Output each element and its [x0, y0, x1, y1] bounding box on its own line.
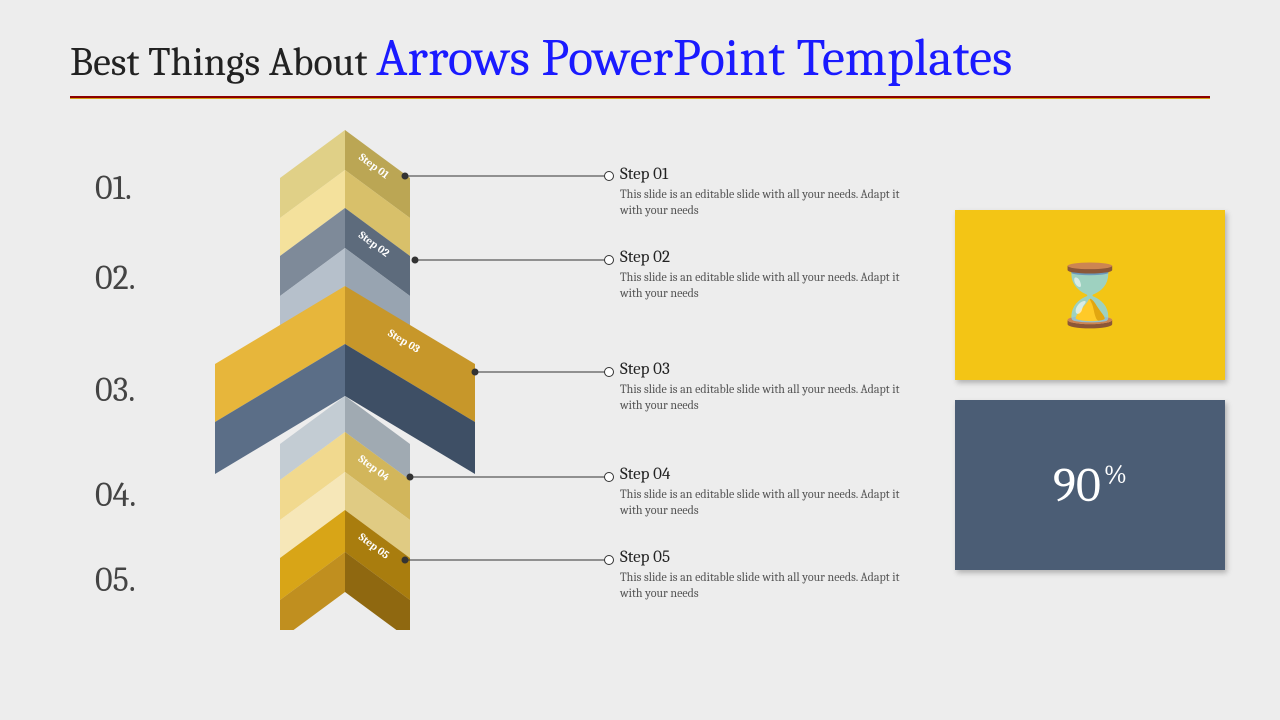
step-number-4: 04.	[95, 475, 136, 515]
step-number-1: 01.	[95, 168, 132, 208]
step-desc: This slide is an editable slide with all…	[620, 269, 900, 301]
pct-suffix: %	[1104, 460, 1127, 490]
step-title: Step 02	[620, 248, 900, 267]
hourglass-icon: ⌛	[1053, 260, 1128, 331]
step-desc: This slide is an editable slide with all…	[620, 569, 900, 601]
step-block-1: Step 01 This slide is an editable slide w…	[620, 165, 900, 218]
step-title: Step 01	[620, 165, 900, 184]
step-number-3: 03.	[95, 370, 135, 410]
pct-number: 90	[1053, 458, 1101, 513]
step-title: Step 05	[620, 548, 900, 567]
chevron-arrow-svg	[215, 130, 475, 630]
title-emphasis: Arrows PowerPoint Templates	[376, 28, 1012, 88]
step-title: Step 03	[620, 360, 900, 379]
step-block-3: Step 03 This slide is an editable slide w…	[620, 360, 900, 413]
step-desc: This slide is an editable slide with all…	[620, 486, 900, 518]
chevron-arrow-stack: Step 01Step 02Step 03Step 04Step 05	[215, 130, 475, 610]
step-number-2: 02.	[95, 258, 136, 298]
step-block-5: Step 05 This slide is an editable slide w…	[620, 548, 900, 601]
percentage-value: 90%	[1053, 458, 1127, 513]
step-block-2: Step 02 This slide is an editable slide w…	[620, 248, 900, 301]
step-desc: This slide is an editable slide with all…	[620, 381, 900, 413]
step-number-5: 05.	[95, 560, 136, 600]
card-percentage: 90%	[955, 400, 1225, 570]
title-prefix: Best Things About	[70, 39, 376, 85]
card-hourglass: ⌛	[955, 210, 1225, 380]
step-desc: This slide is an editable slide with all…	[620, 186, 900, 218]
slide-title: Best Things About Arrows PowerPoint Temp…	[70, 28, 1210, 88]
step-title: Step 04	[620, 465, 900, 484]
title-underline	[70, 96, 1210, 99]
slide-title-wrap: Best Things About Arrows PowerPoint Temp…	[70, 28, 1210, 99]
step-block-4: Step 04 This slide is an editable slide w…	[620, 465, 900, 518]
